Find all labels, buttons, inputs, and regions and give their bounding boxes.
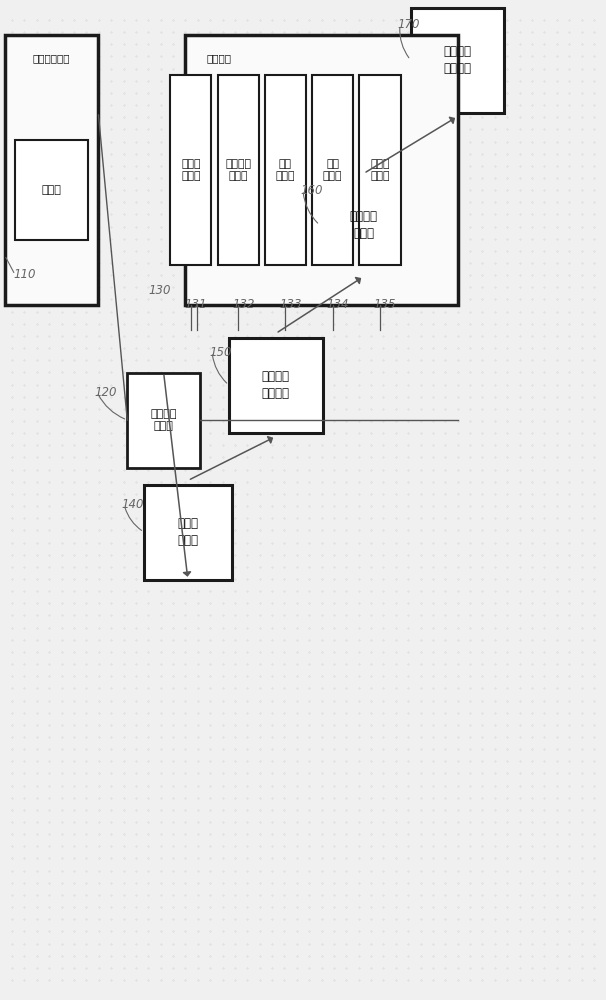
Bar [359, 75, 401, 265]
Text: 障碍物避
碍控制部: 障碍物避 碍控制部 [444, 45, 471, 75]
Bar [127, 372, 200, 468]
Text: 134: 134 [327, 298, 349, 312]
Text: 135: 135 [374, 298, 396, 312]
Bar [144, 484, 231, 579]
Bar [411, 7, 504, 112]
Text: 120: 120 [94, 385, 116, 398]
Text: 131: 131 [185, 298, 207, 312]
Text: 传感器部: 传感器部 [206, 53, 231, 63]
Text: 超声波
传感器: 超声波 传感器 [370, 159, 390, 181]
Text: 130: 130 [148, 284, 171, 296]
Bar [15, 140, 88, 240]
Text: 摄像头: 摄像头 [42, 185, 61, 195]
Bar [312, 75, 353, 265]
Text: 摄像头图像部: 摄像头图像部 [33, 53, 70, 63]
Bar [218, 75, 259, 265]
Text: 车轮脉冲
传感器: 车轮脉冲 传感器 [225, 159, 251, 181]
Bar [320, 178, 407, 272]
Text: 角速
传感器: 角速 传感器 [276, 159, 295, 181]
Text: 160: 160 [300, 184, 322, 196]
Bar [229, 338, 322, 432]
Bar [185, 35, 458, 305]
Text: 140: 140 [121, 498, 144, 512]
Text: 自动注车
控制部: 自动注车 控制部 [350, 210, 378, 240]
Text: 133: 133 [279, 298, 302, 312]
Text: 障碍物移
动检测部: 障碍物移 动检测部 [262, 370, 290, 400]
Bar [265, 75, 306, 265]
Text: 障碍物
探测部: 障碍物 探测部 [178, 517, 198, 547]
Text: 150: 150 [209, 346, 231, 359]
Text: 170: 170 [397, 18, 419, 31]
Text: 132: 132 [232, 298, 255, 312]
Bar [5, 35, 98, 305]
Text: 温度
传感器: 温度 传感器 [323, 159, 342, 181]
Text: 110: 110 [13, 268, 36, 282]
Text: 转向角
传感器: 转向角 传感器 [181, 159, 201, 181]
Text: 图像信号
处理部: 图像信号 处理部 [150, 409, 177, 431]
Bar [170, 75, 211, 265]
